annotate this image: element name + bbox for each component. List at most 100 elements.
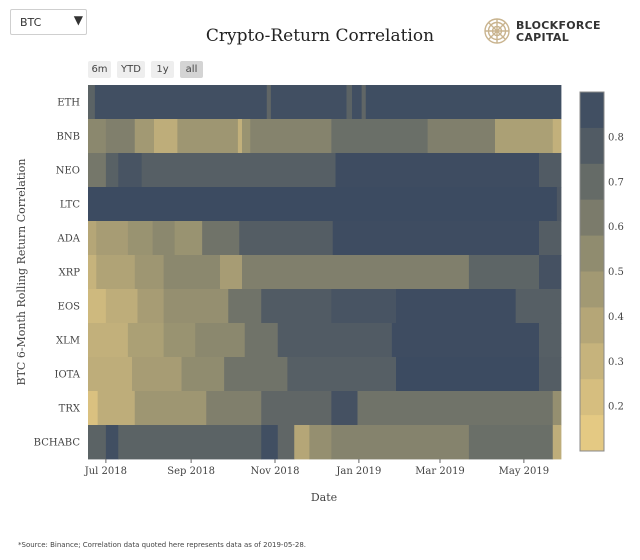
heatmap-cell-bchabc-8 [468,425,554,460]
asset-select[interactable]: BTC ▼ [10,9,87,35]
heatmap-cell-neo-6 [539,153,562,188]
heatmap-cell-ada-7 [332,221,540,256]
colorbar-band-7 [580,343,604,380]
heatmap-cell-bnb-0 [88,119,107,154]
heatmap-cell-xrp-1 [96,255,136,290]
heatmap-cell-bchabc-0 [88,425,107,460]
heatmap-cell-bchabc-2 [118,425,262,460]
colorbar-band-9 [580,415,604,452]
heatmap-cell-trx-0 [88,391,99,426]
heatmap-cell-xlm-4 [244,323,279,358]
heatmap-cell-bnb-6 [242,119,251,154]
colorbar-tick-label-6: 0.8 [608,132,624,143]
range-button-6m[interactable]: 6m [88,61,111,78]
heatmap-cell-xlm-6 [391,323,540,358]
colorbar-band-3 [580,199,604,236]
y-axis-labels: ETH BNB NEO LTC ADA XRP EOS XLM IOTA TRX BCHABC [34,98,81,449]
colorbar-tick-label-3: 0.5 [608,267,624,278]
heatmap-cell-xrp-7 [539,255,562,290]
y-tick-label-ada: ADA [57,234,81,245]
heatmap-cell-ltc-1 [556,187,562,222]
range-button-ytd[interactable]: YTD [117,61,145,78]
heatmap-cell-ada-6 [239,221,334,256]
asset-select-value: BTC [20,16,42,29]
heatmap-cell-bnb-7 [250,119,332,154]
x-tick-label-0: Jul 2018 [84,466,127,477]
colorbar-band-2 [580,163,604,201]
heatmap-cell-eos-2 [137,289,165,324]
colorbar: 0.2 0.3 0.4 0.5 0.6 0.7 0.8 [579,91,624,452]
heatmap-cell-iota-3 [224,357,288,392]
range-button-1y[interactable]: 1y [151,61,174,78]
y-tick-label-ltc: LTC [60,200,80,211]
chart-title: Crypto-Return Correlation [205,26,435,46]
heatmap-cell-xlm-3 [195,323,246,358]
heatmap-cell-iota-2 [181,357,225,392]
heatmap-cell-bchabc-7 [331,425,470,460]
colorbar-band-1 [580,127,604,165]
heatmap-cell-bchabc-3 [261,425,279,460]
heatmap-cell-eos-3 [163,289,229,324]
heatmap-cell-bnb-3 [154,119,178,154]
heatmap-cell-xlm-7 [539,323,562,358]
heatmap-cell-eos-1 [105,289,138,324]
heatmap-cell-trx-4 [261,391,332,426]
heatmap-cell-trx-5 [331,391,358,426]
heatmap-cell-neo-4 [236,153,336,188]
colorbar-tick-label-2: 0.4 [608,312,624,323]
heatmap-cell-xlm-2 [163,323,196,358]
heatmap-cell-trx-3 [206,391,262,426]
heatmap-cell-ada-3 [152,221,176,256]
colorbar-frame [579,91,605,452]
y-tick-label-neo: NEO [56,166,80,177]
heatmap-cell-bnb-4 [177,119,239,154]
heatmap-cell-xrp-2 [134,255,165,290]
heatmap-cell-bnb-1 [105,119,136,154]
range-button-all[interactable]: all [180,61,203,78]
heatmap-cell-trx-6 [357,391,554,426]
heatmap-cell-xlm-0 [88,323,129,358]
colorbar-band-0 [580,92,604,129]
colorbar-band-5 [580,271,604,308]
heatmap-cell-ada-8 [539,221,562,256]
x-tick-label-1: Sep 2018 [167,466,215,477]
logo-text-line2: CAPITAL [516,31,570,44]
colorbar-band-6 [580,307,604,344]
heatmap-cell-bnb-9 [427,119,496,154]
heatmap-cell-eos-4 [228,289,262,324]
heatmap-cell-bnb-8 [331,119,429,154]
heatmap-cell-trx-7 [552,391,562,426]
company-logo: BLOCKFORCE CAPITAL [482,16,632,50]
heatmap-cell-eos-6 [331,289,397,324]
heatmap-cell-iota-0 [88,357,133,392]
heatmap-cell-ada-0 [88,221,97,256]
heatmap-cell-eth-0 [88,85,96,120]
y-tick-label-trx: TRX [59,404,81,415]
heatmap-cell-trx-2 [134,391,207,426]
heatmap-cell-bchabc-5 [294,425,310,460]
heatmap-cell-eth-5 [352,85,363,120]
heatmap-cell-xrp-5 [242,255,470,290]
heatmap-cell-eth-2 [266,85,272,120]
colorbar-tick-label-1: 0.3 [608,357,624,368]
y-axis-title: BTC 6-Month Rolling Return Correlation [15,158,28,385]
colorbar-tick-label-5: 0.7 [608,177,624,188]
heatmap-cell-eos-5 [261,289,332,324]
y-tick-label-xrp: XRP [59,268,81,279]
y-tick-label-bnb: BNB [57,132,80,143]
heatmap-cell-eos-7 [396,289,517,324]
heatmap-cell-ada-5 [202,221,240,256]
heatmap-cell-neo-0 [88,153,107,188]
x-tick-label-2: Nov 2018 [250,466,299,477]
heatmap-cell-bnb-5 [237,119,243,154]
heatmap-cell-neo-5 [335,153,540,188]
x-axis-title: Date [311,491,337,504]
colorbar-band-8 [580,379,604,416]
heatmap-cell-ada-1 [96,221,129,256]
heatmap-cell-ltc-0 [88,187,558,222]
colorbar-tick-label-4: 0.6 [608,222,624,233]
heatmap-cell-neo-2 [118,153,143,188]
heatmap-cell-ada-4 [174,221,203,256]
heatmap-cell-bnb-11 [552,119,562,154]
heatmap-cell-xlm-1 [127,323,165,358]
